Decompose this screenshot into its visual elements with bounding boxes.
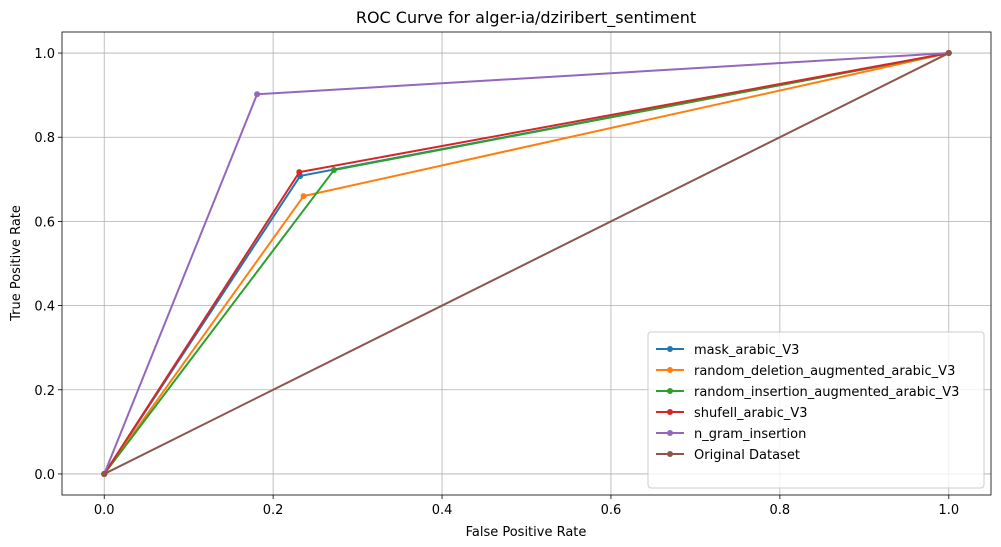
legend-swatch-marker bbox=[667, 430, 673, 436]
data-point bbox=[101, 470, 108, 477]
plot-frame bbox=[61, 31, 992, 496]
y-tick-label: 0.6 bbox=[34, 215, 55, 230]
legend-entry: mask_arabic_V3 bbox=[656, 343, 799, 358]
data-point bbox=[300, 193, 307, 200]
grid bbox=[62, 32, 991, 495]
legend-box bbox=[647, 331, 985, 489]
axis-ticks: 0.0 0.2 0.4 0.6 0.8 1.0 0.0 0.2 0.4 0.6 0.8 1.0 bbox=[34, 47, 959, 518]
x-tick-label: 0.2 bbox=[263, 503, 284, 518]
x-tick-label: 0.8 bbox=[770, 503, 791, 518]
data-point bbox=[254, 91, 261, 98]
chart-title: ROC Curve for alger-ia/dziribert_sentime… bbox=[356, 8, 696, 28]
legend-entry: shufell_arabic_V3 bbox=[656, 406, 808, 421]
y-tick-label: 1.0 bbox=[34, 47, 55, 62]
data-point bbox=[945, 50, 952, 57]
legend-label: Original Dataset bbox=[694, 448, 800, 463]
legend-entry: n_gram_insertion bbox=[656, 427, 806, 442]
x-axis-label: False Positive Rate bbox=[466, 525, 587, 540]
legend-swatch-marker bbox=[667, 388, 673, 394]
legend-swatch-marker bbox=[667, 367, 673, 373]
legend-swatch-marker bbox=[667, 451, 673, 457]
y-tick-label: 0.4 bbox=[34, 300, 55, 315]
legend-entry: Original Dataset bbox=[656, 448, 800, 463]
series-line bbox=[103, 52, 950, 475]
legend-entry: random_deletion_augmented_arabic_V3 bbox=[656, 364, 955, 379]
x-tick-label: 0.0 bbox=[94, 503, 115, 518]
legend-swatch-marker bbox=[667, 409, 673, 415]
legend-label: random_deletion_augmented_arabic_V3 bbox=[694, 364, 955, 379]
y-axis-label: True Positive Rate bbox=[9, 205, 24, 322]
data-point bbox=[296, 169, 303, 176]
legend: mask_arabic_V3 random_deletion_augmented_… bbox=[647, 331, 985, 489]
x-tick-label: 1.0 bbox=[938, 503, 959, 518]
data-point bbox=[330, 167, 337, 174]
legend-label: n_gram_insertion bbox=[694, 427, 806, 442]
legend-entry: random_insertion_augmented_arabic_V3 bbox=[656, 385, 959, 400]
series-5 bbox=[101, 50, 952, 477]
x-tick-label: 0.4 bbox=[432, 503, 453, 518]
y-tick-label: 0.0 bbox=[34, 468, 55, 483]
legend-label: shufell_arabic_V3 bbox=[694, 406, 808, 421]
x-tick-label: 0.6 bbox=[601, 503, 622, 518]
legend-swatch-marker bbox=[667, 346, 673, 352]
series-layer bbox=[101, 50, 952, 477]
y-tick-label: 0.8 bbox=[34, 131, 55, 146]
legend-label: random_insertion_augmented_arabic_V3 bbox=[694, 385, 959, 400]
legend-label: mask_arabic_V3 bbox=[694, 343, 799, 358]
y-tick-label: 0.2 bbox=[34, 384, 55, 399]
